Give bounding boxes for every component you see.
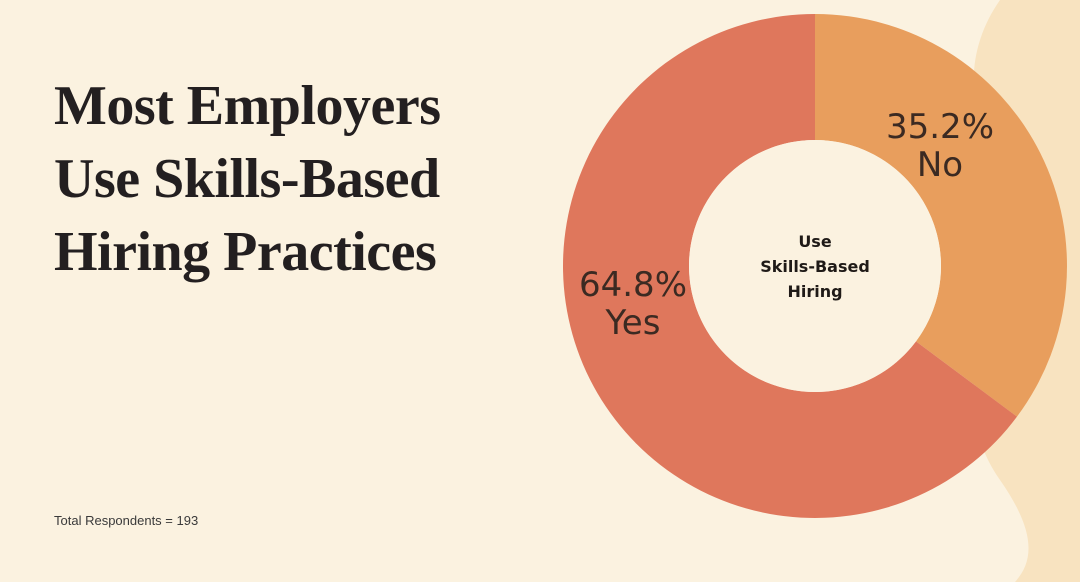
title-line-2: Use Skills-Based [54, 148, 440, 210]
slice-yes [563, 14, 1017, 519]
title-line-1: Most Employers [54, 75, 441, 137]
slice-name-yes: Yes [605, 303, 661, 343]
donut-hole [689, 140, 941, 392]
center-label-line-3: Hiring [787, 282, 842, 301]
donut-chart: 35.2%No 64.8%Yes Use Skills-Based Hiring [563, 14, 1067, 519]
center-label-line-2: Skills-Based [760, 257, 870, 276]
title-line-3: Hiring Practices [54, 221, 437, 283]
center-label-line-1: Use [798, 232, 832, 251]
slice-percent-yes: 64.8% [579, 265, 687, 305]
slice-percent-no: 35.2% [886, 107, 994, 147]
slice-no [815, 14, 1067, 417]
page-title: Most Employers Use Skills-Based Hiring P… [54, 70, 534, 289]
total-respondents-note: Total Respondents = 193 [54, 513, 199, 528]
slice-name-no: No [917, 145, 963, 185]
